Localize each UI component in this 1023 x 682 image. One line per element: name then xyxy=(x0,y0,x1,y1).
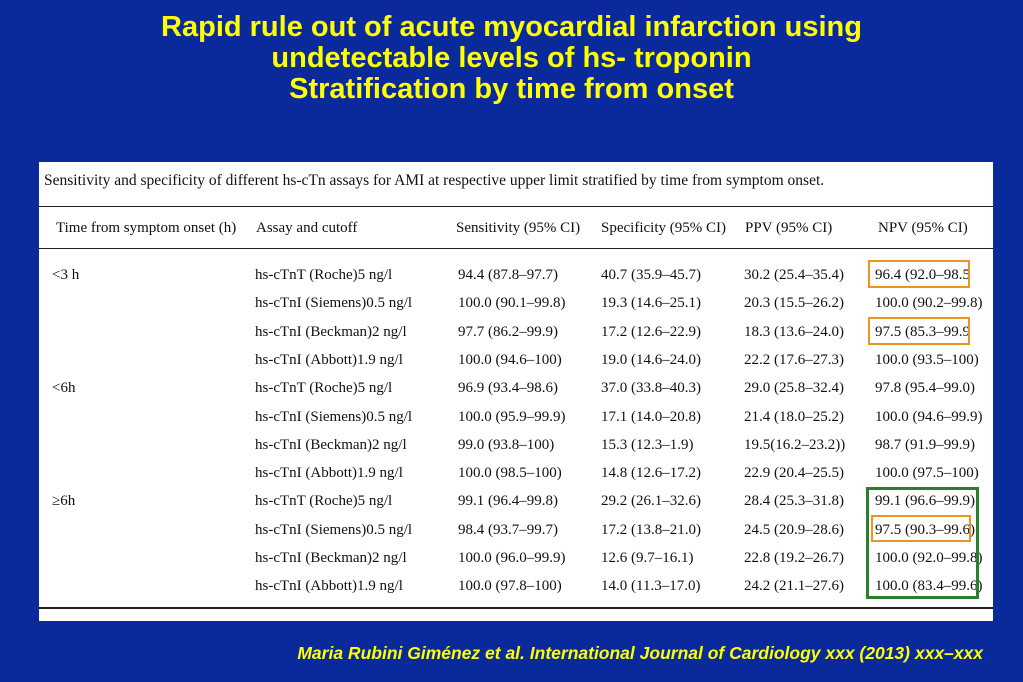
cell-npv: 100.0 (92.0–99.8) xyxy=(875,550,983,566)
title-line-2: undetectable levels of hs- troponin xyxy=(271,42,752,74)
cell-specificity: 15.3 (12.3–1.9) xyxy=(601,436,694,453)
citation: Maria Rubini Giménez et al. Internationa… xyxy=(297,643,983,663)
cell-ppv: 21.4 (18.0–25.2) xyxy=(744,408,844,425)
cell-ppv: 18.3 (13.6–24.0) xyxy=(744,323,844,340)
cell-sensitivity: 100.0 (98.5–100) xyxy=(458,465,562,482)
header-ppv: PPV (95% CI) xyxy=(745,220,833,236)
results-table: Sensitivity and specificity of different… xyxy=(39,162,993,621)
header-assay: Assay and cutoff xyxy=(256,220,358,236)
cell-sensitivity: 100.0 (90.1–99.8) xyxy=(458,295,566,312)
cell-ppv: 22.8 (19.2–26.7) xyxy=(744,550,844,566)
cell-npv: 100.0 (94.6–99.9) xyxy=(875,408,983,425)
cell-assay: hs-cTnI (Beckman)2 ng/l xyxy=(255,436,407,453)
cell-sensitivity: 100.0 (97.8–100) xyxy=(458,578,562,595)
cell-specificity: 19.0 (14.6–24.0) xyxy=(601,351,701,368)
slide-title: Rapid rule out of acute myocardial infar… xyxy=(0,12,1023,105)
cell-assay: hs-cTnI (Beckman)2 ng/l xyxy=(255,323,407,340)
npv-highlight-orange-3 xyxy=(871,515,971,542)
cell-specificity: 12.6 (9.7–16.1) xyxy=(601,550,694,566)
cell-npv: 97.5 (90.3–99.6) xyxy=(875,521,975,538)
cell-ppv: 30.2 (25.4–35.4) xyxy=(744,267,844,283)
npv-highlight-green xyxy=(866,487,979,599)
cell-sensitivity: 97.7 (86.2–99.9) xyxy=(458,323,558,340)
cell-npv: 100.0 (90.2–99.8) xyxy=(875,295,983,312)
cell-sensitivity: 96.9 (93.4–98.6) xyxy=(458,380,558,397)
cell-assay: hs-cTnI (Abbott)1.9 ng/l xyxy=(255,578,403,595)
cell-specificity: 17.2 (12.6–22.9) xyxy=(601,323,701,340)
table-caption: Sensitivity and specificity of different… xyxy=(44,172,825,189)
cell-ppv: 28.4 (25.3–31.8) xyxy=(744,493,844,510)
cell-assay: hs-cTnT (Roche)5 ng/l xyxy=(255,267,393,283)
header-specificity: Specificity (95% CI) xyxy=(601,220,726,236)
cell-ppv: 24.2 (21.1–27.6) xyxy=(744,578,844,595)
cell-npv: 100.0 (97.5–100) xyxy=(875,465,979,482)
cell-specificity: 19.3 (14.6–25.1) xyxy=(601,295,701,312)
cell-assay: hs-cTnI (Abbott)1.9 ng/l xyxy=(255,351,403,368)
cell-specificity: 14.8 (12.6–17.2) xyxy=(601,465,701,482)
cell-ppv: 29.0 (25.8–32.4) xyxy=(744,380,844,397)
title-line-3: Stratification by time from onset xyxy=(289,73,734,105)
npv-highlight-orange-1 xyxy=(868,260,970,288)
cell-sensitivity: 98.4 (93.7–99.7) xyxy=(458,521,558,538)
cell-ppv: 22.9 (20.4–25.5) xyxy=(744,465,844,482)
cell-assay: hs-cTnI (Siemens)0.5 ng/l xyxy=(255,521,413,538)
table-bottom-rule xyxy=(39,607,993,609)
cell-time: <3 h xyxy=(52,267,80,283)
cell-sensitivity: 99.1 (96.4–99.8) xyxy=(458,493,558,510)
cell-npv: 100.0 (93.5–100) xyxy=(875,351,979,368)
cell-specificity: 40.7 (35.9–45.7) xyxy=(601,267,701,283)
cell-sensitivity: 100.0 (94.6–100) xyxy=(458,351,562,368)
cell-assay: hs-cTnI (Siemens)0.5 ng/l xyxy=(255,408,413,425)
cell-specificity: 37.0 (33.8–40.3) xyxy=(601,380,701,397)
header-time: Time from symptom onset (h) xyxy=(56,220,237,236)
cell-sensitivity: 94.4 (87.8–97.7) xyxy=(458,267,558,283)
cell-sensitivity: 100.0 (95.9–99.9) xyxy=(458,408,566,425)
cell-specificity: 17.1 (14.0–20.8) xyxy=(601,408,701,425)
header-rule xyxy=(39,248,993,249)
cell-sensitivity: 99.0 (93.8–100) xyxy=(458,436,555,453)
cell-assay: hs-cTnT (Roche)5 ng/l xyxy=(255,493,393,510)
cell-npv: 97.5 (85.3–99.9 xyxy=(875,323,970,340)
title-line-1: Rapid rule out of acute myocardial infar… xyxy=(161,11,862,43)
cell-specificity: 14.0 (11.3–17.0) xyxy=(601,578,701,595)
cell-npv: 99.1 (96.6–99.9) xyxy=(875,493,975,510)
header-sensitivity: Sensitivity (95% CI) xyxy=(456,220,581,236)
cell-time: ≥6h xyxy=(52,493,76,510)
cell-specificity: 29.2 (26.1–32.6) xyxy=(601,493,701,510)
cell-ppv: 24.5 (20.9–28.6) xyxy=(744,521,844,538)
cell-assay: hs-cTnI (Beckman)2 ng/l xyxy=(255,550,407,566)
cell-assay: hs-cTnT (Roche)5 ng/l xyxy=(255,380,393,397)
cell-specificity: 17.2 (13.8–21.0) xyxy=(601,521,701,538)
cell-npv: 96.4 (92.0–98.5 xyxy=(875,267,970,283)
cell-time: <6h xyxy=(52,380,76,397)
cell-npv: 97.8 (95.4–99.0) xyxy=(875,380,975,397)
cell-npv: 100.0 (83.4–99.6) xyxy=(875,578,983,595)
cell-ppv: 20.3 (15.5–26.2) xyxy=(744,295,844,312)
table-top-rule xyxy=(39,206,993,207)
cell-ppv: 22.2 (17.6–27.3) xyxy=(744,351,844,368)
cell-assay: hs-cTnI (Siemens)0.5 ng/l xyxy=(255,295,413,312)
npv-highlight-orange-2 xyxy=(868,317,970,345)
header-npv: NPV (95% CI) xyxy=(878,220,968,236)
cell-npv: 98.7 (91.9–99.9) xyxy=(875,436,975,453)
cell-sensitivity: 100.0 (96.0–99.9) xyxy=(458,550,566,566)
cell-assay: hs-cTnI (Abbott)1.9 ng/l xyxy=(255,465,403,482)
cell-ppv: 19.5(16.2–23.2)) xyxy=(744,436,846,453)
